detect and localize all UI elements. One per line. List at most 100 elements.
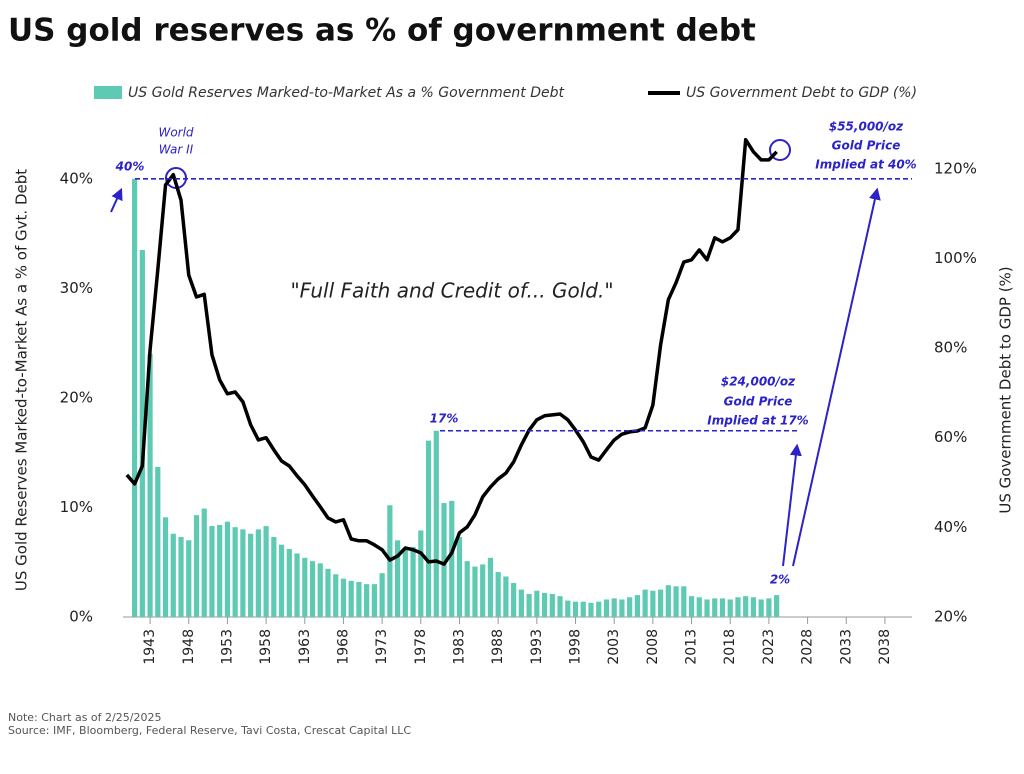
bar — [541, 592, 548, 617]
x-tick-label: 1953 — [219, 629, 235, 665]
bar — [286, 549, 292, 617]
bar — [348, 580, 354, 617]
y2-tick-label: 80% — [934, 339, 967, 357]
bar — [340, 578, 347, 617]
x-tick-label: 2038 — [877, 629, 893, 665]
x-tick-label: 1943 — [142, 629, 158, 665]
bar — [170, 533, 176, 617]
arrow — [110, 187, 123, 213]
bar — [472, 566, 478, 617]
x-tick-label: 2033 — [838, 629, 854, 665]
bar — [162, 517, 169, 617]
annotation: $55,000/oz — [829, 120, 904, 134]
bar — [456, 537, 463, 617]
bar — [232, 527, 238, 617]
y2-tick-label: 40% — [934, 518, 967, 536]
bar — [147, 354, 153, 617]
bar — [410, 546, 416, 617]
bar — [619, 599, 625, 617]
bar — [642, 589, 648, 617]
bar — [317, 563, 323, 617]
x-tick-label: 2003 — [606, 629, 622, 665]
legend-swatch — [94, 86, 122, 99]
bar — [379, 573, 385, 617]
annotation: Implied at 17% — [707, 414, 808, 428]
bar — [611, 598, 617, 617]
bar — [603, 599, 610, 617]
annotation: World — [158, 126, 193, 140]
annotation: "Full Faith and Credit of... Gold." — [290, 279, 613, 303]
annotation: 2% — [770, 573, 790, 587]
bar — [712, 598, 718, 617]
bar — [688, 596, 695, 617]
bar — [673, 586, 679, 617]
x-tick-label: 1973 — [374, 629, 390, 665]
bar — [441, 503, 447, 617]
bar — [302, 557, 308, 617]
bar — [402, 549, 408, 617]
bar — [139, 249, 145, 617]
bar — [333, 574, 339, 617]
y-tick-label: 40% — [60, 169, 93, 187]
bar — [480, 564, 486, 617]
bar — [681, 586, 687, 617]
y-tick-label: 20% — [60, 388, 93, 406]
bar — [278, 544, 285, 617]
bar — [325, 568, 331, 617]
bar — [263, 526, 269, 617]
x-tick-label: 1968 — [335, 629, 351, 665]
annotation: $24,000/oz — [721, 375, 796, 389]
x-tick-label: 2018 — [722, 629, 738, 665]
annotation: Gold Price — [832, 139, 901, 153]
chart-title: US gold reserves as % of government debt — [8, 13, 756, 49]
bar — [132, 178, 138, 617]
bar — [449, 500, 455, 617]
legend-label: US Gold Reserves Marked-to-Market As a %… — [128, 85, 565, 101]
y2-tick-label: 20% — [934, 608, 967, 626]
bar — [487, 557, 494, 617]
bar — [217, 524, 223, 617]
bar — [425, 440, 432, 617]
annotation: War II — [159, 143, 194, 157]
bar — [588, 602, 594, 617]
x-tick-label: 1993 — [529, 629, 545, 665]
bar — [719, 598, 726, 617]
bar — [743, 596, 749, 617]
bar — [634, 595, 640, 617]
arrow — [792, 187, 881, 567]
y2-tick-label: 100% — [934, 249, 977, 267]
bar — [186, 540, 192, 617]
bar — [774, 595, 780, 617]
bar — [511, 583, 517, 617]
bar — [766, 598, 772, 617]
bar — [495, 572, 501, 617]
annotation: Implied at 40% — [815, 158, 916, 172]
bar — [526, 593, 532, 617]
x-tick-label: 1948 — [181, 629, 197, 665]
bar — [696, 597, 702, 617]
bar — [364, 584, 370, 617]
bar — [418, 530, 424, 617]
reference-label: 40% — [115, 159, 145, 173]
bar — [750, 597, 757, 617]
bar — [255, 529, 261, 617]
bar — [209, 526, 215, 617]
line — [125, 137, 778, 566]
bar — [565, 600, 571, 617]
bar — [518, 589, 524, 617]
bar — [665, 585, 671, 617]
bar — [534, 590, 540, 617]
bar — [727, 599, 733, 617]
bar — [155, 466, 161, 617]
reference-label: 17% — [430, 411, 459, 425]
bar — [395, 540, 401, 617]
bar — [627, 597, 633, 617]
y-axis-title: US Gold Reserves Marked-to-Market As a %… — [13, 169, 31, 591]
bar — [704, 599, 710, 617]
x-tick-label: 2008 — [645, 629, 661, 665]
x-tick-label: 2013 — [684, 629, 700, 665]
x-tick-label: 2028 — [800, 629, 816, 665]
bar — [596, 601, 602, 617]
y-tick-label: 30% — [60, 279, 93, 297]
bar — [758, 599, 764, 617]
